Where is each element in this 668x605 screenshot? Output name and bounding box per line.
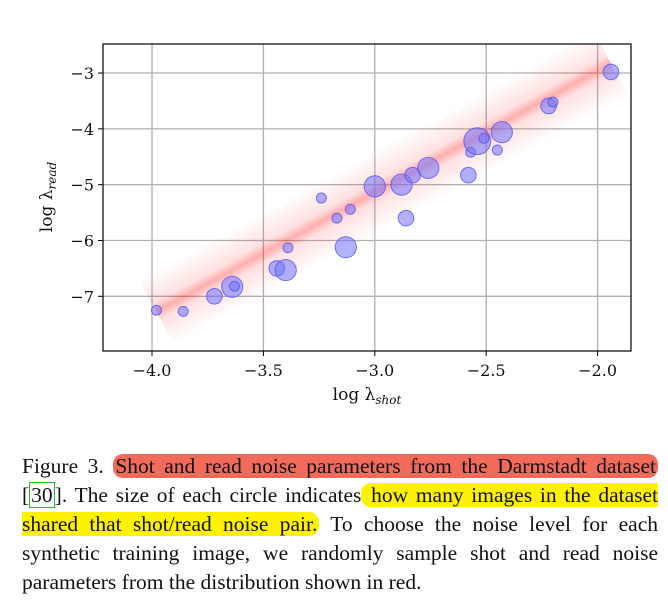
data-point — [417, 156, 440, 180]
data-point — [282, 242, 294, 254]
data-point — [602, 63, 620, 81]
y-axis-label: log λread — [37, 161, 59, 232]
data-point — [274, 258, 297, 282]
data-point — [478, 132, 490, 144]
data-point — [547, 96, 559, 108]
citation-link[interactable]: 30 — [29, 482, 55, 508]
caption-after-red: [ — [22, 483, 30, 507]
axis-ticks: −4.0 −3.5 −3.0 −2.5 −2.0 −3 −4 −5 −6 −7 — [70, 64, 617, 380]
data-point — [150, 304, 162, 316]
data-point — [397, 209, 415, 227]
caption-rest: To choose the noise level for each synth… — [22, 512, 658, 594]
data-points — [150, 63, 620, 317]
x-tick-label: −2.0 — [578, 361, 617, 380]
y-tick-label: −4 — [70, 120, 94, 139]
caption-after-ref: ]. The size of each circle indicates — [54, 483, 362, 507]
x-tick-label: −2.5 — [467, 361, 506, 380]
x-axis-label: log λshot — [333, 385, 402, 407]
caption-prefix: Figure 3. — [22, 454, 114, 478]
data-point — [344, 203, 356, 215]
y-tick-label: −3 — [70, 64, 94, 83]
data-point — [331, 212, 343, 224]
data-point — [334, 236, 357, 259]
data-point — [460, 166, 477, 184]
data-point — [490, 121, 513, 144]
y-tick-label: −6 — [70, 231, 94, 250]
x-tick-label: −4.0 — [133, 361, 172, 380]
data-point — [177, 305, 189, 317]
data-point — [491, 144, 503, 156]
grid-lines — [103, 44, 631, 351]
data-point — [315, 192, 327, 204]
y-tick-label: −5 — [70, 176, 94, 195]
data-point — [228, 280, 240, 292]
data-point — [363, 175, 386, 198]
x-tick-label: −3.5 — [244, 361, 283, 380]
scatter-chart: −4.0 −3.5 −3.0 −2.5 −2.0 −3 −4 −5 −6 −7 log λshot… — [37, 43, 632, 407]
figure-caption: Figure 3. Shot and read noise parameters… — [22, 452, 659, 597]
y-tick-label: −7 — [70, 287, 94, 306]
plot-frame — [102, 43, 632, 352]
x-tick-label: −3.0 — [355, 361, 394, 380]
caption-red-highlight: Shot and read noise parameters from the … — [113, 454, 658, 478]
data-point — [206, 287, 223, 305]
